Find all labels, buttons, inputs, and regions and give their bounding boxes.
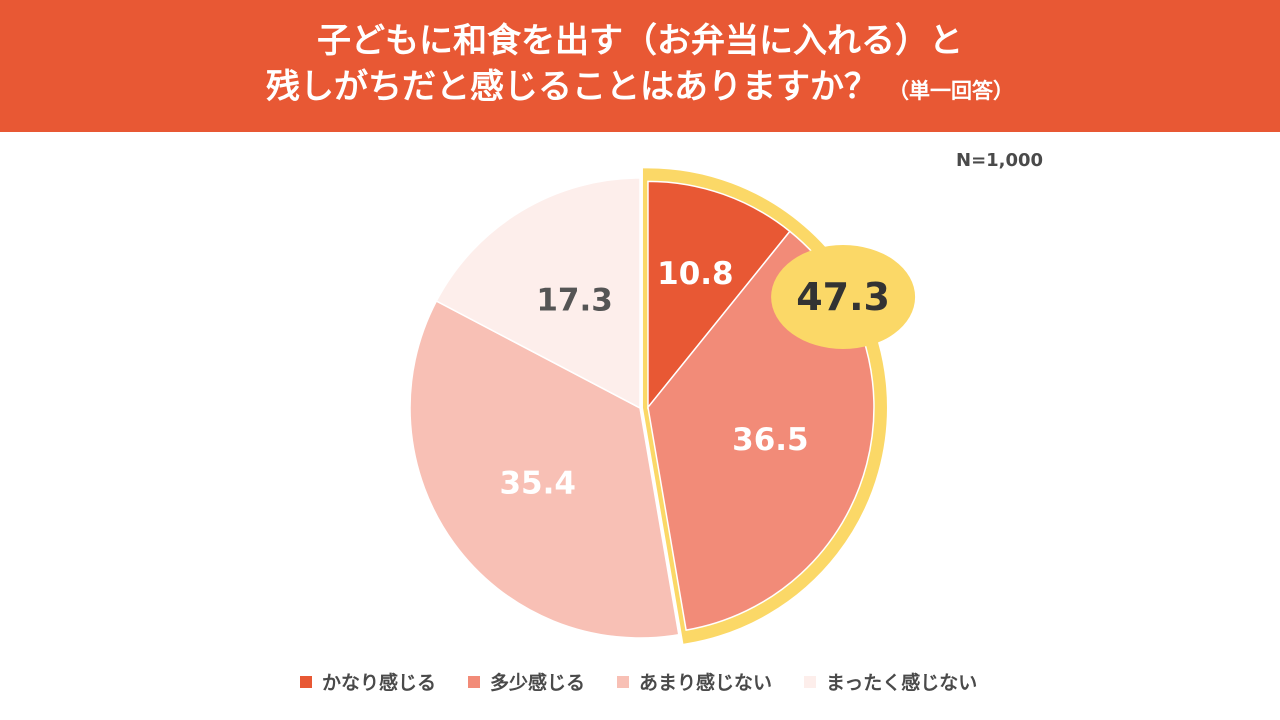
legend-label: まったく感じない <box>826 672 978 694</box>
legend-item: かなり感じる <box>300 668 436 695</box>
pie-slice <box>409 300 680 639</box>
legend-swatch <box>804 675 817 688</box>
legend-swatch <box>300 675 312 688</box>
sample-size-label: N=1,000 <box>956 150 1044 171</box>
chart-title-note: （単一回答） <box>888 79 1014 103</box>
legend-swatch <box>468 675 481 688</box>
pie-data-label: 17.3 <box>536 283 613 319</box>
chart-title-question: 残しがちだと感じることはありますか？ <box>266 67 878 107</box>
legend-item: 多少感じる <box>468 668 585 695</box>
chart-title-line-2: 残しがちだと感じることはありますか？ （単一回答） <box>266 64 1014 114</box>
chart-title-line-1: 子どもに和食を出す（お弁当に入れる）と <box>317 21 963 61</box>
legend-item: まったく感じない <box>804 668 977 695</box>
pie-slice <box>647 180 791 410</box>
pie-slice <box>435 177 641 410</box>
legend-label: あまり感じない <box>639 672 773 694</box>
pie-data-label: 36.5 <box>732 422 809 458</box>
highlight-total-label: 47.3 <box>796 275 890 319</box>
legend-label: かなり感じる <box>322 672 437 694</box>
highlight-total-bubble <box>771 245 916 349</box>
legend-label: 多少感じる <box>490 672 586 694</box>
legend-swatch <box>617 675 630 688</box>
title-banner: 子どもに和食を出す（お弁当に入れる）と 残しがちだと感じることはありますか？ （単… <box>0 0 1280 132</box>
pie-data-label: 10.8 <box>657 256 734 292</box>
legend: かなり感じる 多少感じる あまり感じない まったく感じない <box>300 668 1009 695</box>
pie-data-label: 35.4 <box>499 465 576 501</box>
legend-item: あまり感じない <box>617 668 772 695</box>
